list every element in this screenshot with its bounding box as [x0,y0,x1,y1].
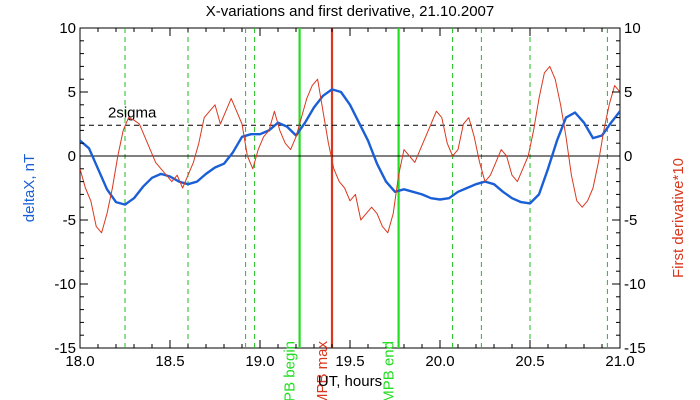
y-tick-label-right-2: -5 [624,212,637,229]
y-tick-label-left-2: -5 [63,212,76,229]
series-line-1 [80,65,620,234]
x-tick-label-4: 20.0 [425,353,454,370]
y-tick-label-left-3: 0 [68,148,76,165]
y-tick-label-right-3: 0 [624,148,632,165]
x-tick-label-3: 19.5 [335,353,364,370]
series-layer [80,65,620,234]
x-tick-label-2: 19.0 [245,353,274,370]
y-tick-label-right-0: -15 [624,340,646,357]
chart-title: X-variations and first derivative, 21.10… [206,3,495,20]
series-line-0 [80,88,620,206]
y-tick-label-left-0: -15 [54,340,76,357]
ticks-layer: 18.0 18.5 19.0 19.5 20.0 20.5 21.0-15 -15-10 -10… [54,20,645,370]
vertical-markers [124,28,608,348]
marker-label-4: MPB begin [282,341,299,400]
y-axis-left-label: deltaX, nT [21,154,38,222]
y-tick-label-left-5: 10 [59,20,76,37]
y-tick-label-right-5: 10 [624,20,641,37]
reference-lines: 2sigma [80,104,620,157]
y-tick-label-right-1: -10 [624,276,646,293]
plot-frame [79,27,621,349]
marker-label-5: MPB max [314,341,331,400]
x-tick-label-6: 21.0 [605,353,634,370]
x-tick-label-5: 20.5 [515,353,544,370]
threshold-label: 2sigma [108,104,157,121]
x-tick-label-1: 18.5 [155,353,184,370]
marker-labels: MPB begin MPB max MPB end [282,341,398,400]
marker-label-6: MPB end [381,341,398,400]
y-tick-label-right-4: 5 [624,84,632,101]
y-axis-right-label: First derivative*10 [670,158,687,278]
x-tick-label-0: 18.0 [65,353,94,370]
x-axis-label: UT, hours [318,373,382,390]
y-tick-label-left-4: 5 [68,84,76,101]
y-tick-label-left-1: -10 [54,276,76,293]
